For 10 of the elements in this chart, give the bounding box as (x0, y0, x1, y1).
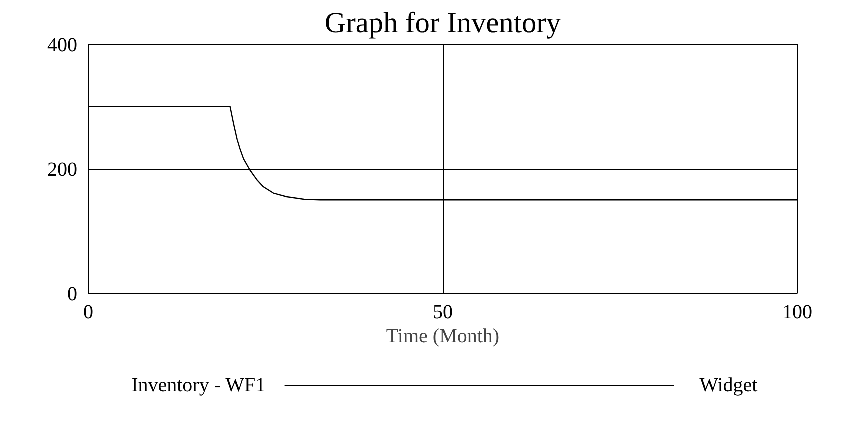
text: Inventory - WF1 (132, 374, 266, 396)
x-tick-label: 50 (433, 302, 453, 324)
y-tick-label: 200 (48, 159, 78, 181)
y-tick-label: 0 (68, 284, 78, 306)
chart-title: Graph for Inventory (324, 8, 562, 40)
x-axis-title: Time (Month) (386, 326, 500, 348)
y-tick-label: 400 (48, 34, 78, 56)
text: Widget (700, 374, 758, 396)
x-tick-label: 0 (84, 302, 94, 324)
x-tick-label: 100 (782, 302, 812, 324)
